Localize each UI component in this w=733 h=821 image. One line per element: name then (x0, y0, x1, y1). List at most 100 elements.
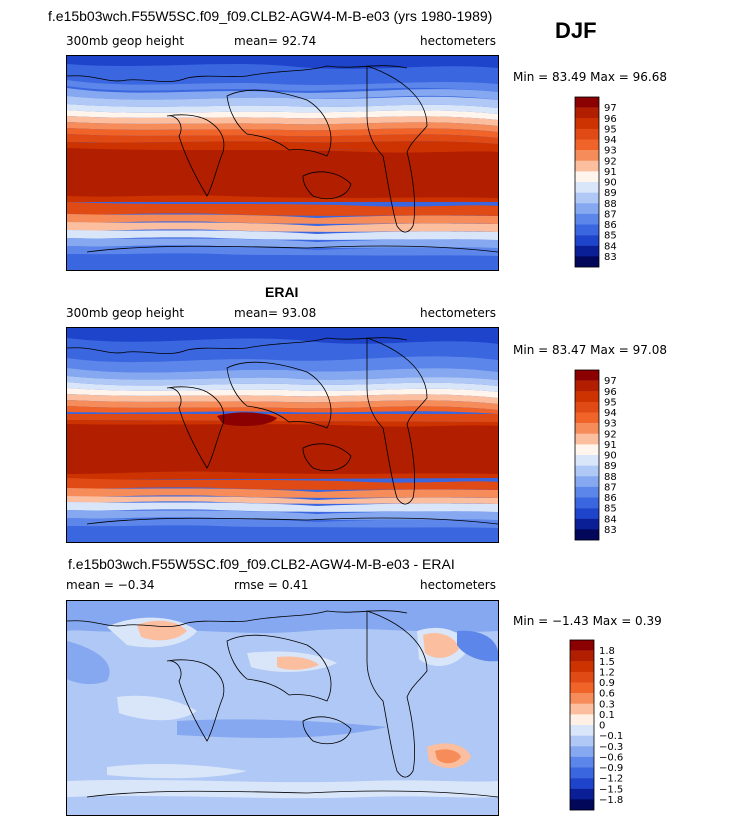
colorbar-swatch (570, 682, 594, 694)
colorbar-tick-label: 0.3 (599, 699, 615, 710)
colorbar-tick-label: 1.5 (599, 657, 615, 668)
panel-1-map (66, 55, 499, 271)
colorbar-swatch (575, 224, 599, 236)
colorbar-swatch (575, 245, 599, 257)
colorbar-swatch (570, 661, 594, 673)
colorbar-swatch (570, 640, 594, 651)
colorbar-swatch (575, 171, 599, 183)
colorbar-swatch (575, 401, 599, 413)
colorbar-swatch (575, 444, 599, 456)
colorbar-swatch (575, 518, 599, 530)
colorbar-swatch (575, 118, 599, 130)
colorbar-tick-label: 93 (604, 419, 617, 430)
colorbar-tick-label: 95 (604, 124, 617, 135)
colorbar-swatch (570, 746, 594, 758)
colorbar-swatch (575, 182, 599, 193)
colorbar-tick-label: 91 (604, 440, 617, 451)
colorbar-tick-label: 0.9 (599, 678, 615, 689)
colorbar-swatch (570, 756, 594, 768)
colorbar-swatch (570, 650, 594, 662)
colorbar-swatch (570, 799, 594, 811)
colorbar-swatch (570, 735, 594, 747)
colorbar-tick-label: 0.6 (599, 689, 615, 700)
panel-1-units-label: hectometers (420, 34, 496, 48)
colorbar-swatch (575, 476, 599, 488)
colorbar-tick-label: −1.2 (599, 774, 623, 785)
colorbar-frame (574, 96, 600, 268)
colorbar-tick-label: −0.9 (599, 763, 623, 774)
colorbar-swatch (575, 128, 599, 140)
colorbar-tick-label: 85 (604, 231, 617, 242)
colorbar-swatch (575, 497, 599, 509)
colorbar-swatch (575, 192, 599, 204)
colorbar-tick-label: 94 (604, 408, 617, 419)
colorbar-swatch (570, 714, 594, 726)
panel-2-units-label: hectometers (420, 306, 496, 320)
colorbar-tick-label: 97 (604, 103, 617, 114)
colorbar-tick-label: 84 (604, 514, 617, 525)
colorbar-swatch (575, 97, 599, 108)
colorbar-swatch (570, 703, 594, 715)
colorbar-tick-label: −0.1 (599, 731, 623, 742)
panel-3-title: f.e15b03wch.F55W5SC.f09_f09.CLB2-AGW4-M-… (68, 556, 455, 572)
colorbar-tick-label: 96 (604, 387, 617, 398)
colorbar-tick-label: 96 (604, 114, 617, 125)
colorbar-swatch (575, 150, 599, 161)
colorbar-swatch (575, 433, 599, 445)
panel-1-colorbar: 97 96 95 94 93 92 91 90 89 88 87 86 85 84 83 (574, 96, 635, 268)
colorbar-tick-label: 95 (604, 397, 617, 408)
colorbar-tick-label: −0.6 (599, 752, 623, 763)
colorbar-swatch (575, 423, 599, 434)
colorbar-swatch (575, 412, 599, 424)
colorbar-swatch (570, 693, 594, 704)
colorbar-swatch (575, 213, 599, 225)
colorbar-tick-label: 86 (604, 493, 617, 504)
colorbar-tick-label: 90 (604, 451, 617, 462)
panel-3-rmse-label: rmse = 0.41 (234, 578, 309, 592)
colorbar-swatch (575, 391, 599, 403)
colorbar-tick-label: 91 (604, 167, 617, 178)
colorbar-tick-label: 86 (604, 220, 617, 231)
colorbar-swatch (575, 380, 599, 392)
panel-1-minmax-label: Min = 83.49 Max = 96.68 (513, 70, 667, 84)
colorbar-tick-label: 94 (604, 135, 617, 146)
colorbar-swatch (575, 465, 599, 477)
colorbar-tick-label: 87 (604, 209, 617, 220)
colorbar-tick-label: 89 (604, 188, 617, 199)
colorbar-swatch (575, 160, 599, 172)
season-label: DJF (555, 18, 597, 43)
panel-1-mean-label: mean= 92.74 (234, 34, 317, 48)
colorbar-swatch (575, 508, 599, 519)
colorbar-tick-label: 83 (604, 252, 617, 263)
panel-3-colorbar: 1.8 1.5 1.2 0.9 0.6 0.3 0.1 0 −0.1 −0.3 −0.6 −0.9 −1… (569, 639, 635, 811)
colorbar-swatch (575, 455, 599, 466)
colorbar-tick-label: 0.1 (599, 710, 615, 721)
colorbar-frame (569, 639, 595, 811)
colorbar-tick-label: 88 (604, 472, 617, 483)
colorbar-tick-label: 88 (604, 199, 617, 210)
colorbar-swatch (570, 767, 594, 779)
colorbar-tick-label: 84 (604, 241, 617, 252)
colorbar-tick-label: 97 (604, 376, 617, 387)
colorbar-swatch (575, 203, 599, 215)
colorbar-swatch (575, 139, 599, 151)
panel-3-colorbar-svg: 1.81.51.20.90.60.30.10−0.1−0.3−0.6−0.9−1… (569, 639, 623, 811)
panel-2-mean-label: mean= 93.08 (234, 306, 317, 320)
colorbar-tick-label: 93 (604, 146, 617, 157)
panel-3-minmax-label: Min = −1.43 Max = 0.39 (513, 614, 662, 628)
panel-2-minmax-label: Min = 83.47 Max = 97.08 (513, 343, 667, 357)
colorbar-tick-label: 83 (604, 525, 617, 536)
panel-3-units-label: hectometers (420, 578, 496, 592)
colorbar-swatch (570, 725, 594, 736)
colorbar-tick-label: 92 (604, 156, 617, 167)
colorbar-tick-label: −0.3 (599, 742, 623, 753)
colorbar-swatch (575, 107, 599, 119)
panel-2-variable-label: 300mb geop height (66, 306, 185, 320)
panel-2-map (66, 327, 499, 543)
colorbar-tick-label: 0 (599, 721, 605, 732)
colorbar-tick-label: −1.8 (599, 795, 623, 806)
panel-2-title: ERAI (265, 284, 299, 300)
colorbar-swatch (575, 235, 599, 246)
